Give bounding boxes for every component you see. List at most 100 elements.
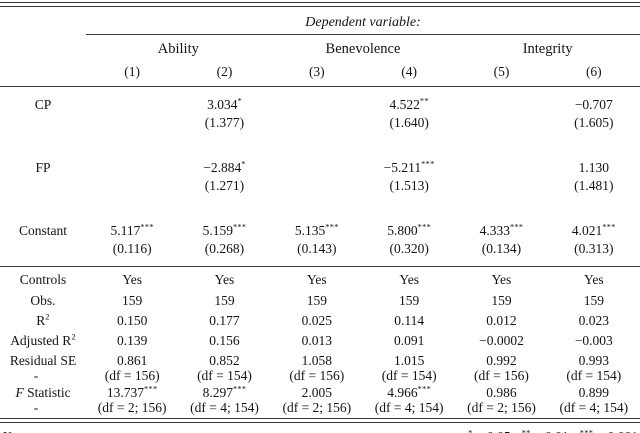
residual-se-value: 0.992: [486, 352, 517, 368]
coef-value: −5.211: [383, 160, 422, 176]
f-value: 4.966***: [363, 385, 455, 400]
coef-value-cell: [455, 87, 547, 114]
coef-value-cell: [271, 150, 363, 176]
empty-cell: [0, 35, 86, 60]
stat-value-cell: 8.297*** (df = 4; 154): [178, 383, 270, 415]
stat-value-cell: 159: [491, 292, 512, 308]
coef-se-cell: [271, 114, 363, 133]
significance-text: p<0.05;: [473, 429, 515, 433]
row-label-cp: CP: [34, 97, 52, 113]
se-row-fp: (1.271) (1.513) (1.481): [0, 177, 640, 196]
f-value: 13.737***: [86, 385, 178, 400]
f-df: (df = 2; 156): [282, 400, 352, 416]
significance-stars: *: [241, 159, 246, 169]
residual-se-dash: -: [33, 368, 39, 384]
coef-value: 5.159: [202, 223, 233, 239]
row-label-fp: FP: [35, 160, 51, 176]
f-number: 0.899: [578, 385, 609, 401]
stat-value-cell: Yes: [122, 272, 142, 288]
note-row: Note: *p<0.05; **p<0.01; ***p<0.001: [0, 423, 640, 433]
model-number: (1): [86, 59, 179, 88]
stat-value-cell: Yes: [399, 272, 419, 288]
f-value: 2.005: [271, 385, 363, 400]
stat-value-cell: 0.012: [486, 312, 517, 328]
coef-value-cell: −2.884*: [178, 150, 270, 176]
significance-stars: ***: [602, 222, 616, 232]
dependent-variable-row: Dependent variable:: [0, 7, 640, 36]
spacer-row: [0, 133, 640, 150]
coef-se-cell: (0.134): [455, 239, 548, 268]
coef-se-cell: (1.271): [204, 177, 245, 193]
residual-se-df: (df = 156): [289, 368, 345, 384]
se-row-cp: (1.377) (1.640) (1.605): [0, 114, 640, 133]
model-number: (3): [270, 59, 363, 88]
stat-value-cell: 13.737*** (df = 2; 156): [86, 383, 178, 415]
coef-value-cell: −0.707: [548, 87, 640, 114]
residual-se-df: (df = 154): [566, 368, 622, 384]
empty-cell: [0, 239, 86, 268]
model-number: (6): [547, 59, 640, 88]
row-label-controls: Controls: [19, 272, 67, 288]
f-value: 8.297***: [178, 385, 270, 400]
stat-value-cell: 1.015 (df = 154): [363, 351, 455, 383]
coef-value-cell: [86, 87, 178, 114]
coef-value-cell: 4.021***: [548, 213, 640, 239]
stat-row-f-statistic: F Statistic - 13.737*** (df = 2; 156) 8.2…: [0, 383, 640, 415]
stat-value-cell: 0.114: [394, 312, 425, 328]
stat-value-cell: 0.899 (df = 4; 154): [548, 383, 640, 415]
coef-value: 5.117: [110, 223, 141, 239]
stat-value-cell: 159: [214, 292, 235, 308]
row-label-adjusted-r2: Adjusted R2: [0, 330, 86, 350]
dependent-variable-label: Dependent variable:: [86, 7, 640, 36]
coef-value-cell: [86, 150, 178, 176]
stat-value-cell: 1.058 (df = 156): [271, 351, 363, 383]
stat-value-cell: 0.150: [116, 312, 148, 328]
residual-se-value: 1.015: [393, 352, 425, 368]
stat-value-cell: 4.966*** (df = 4; 154): [363, 383, 455, 415]
coef-value-cell: 4.522**: [363, 87, 455, 114]
f-df: (df = 2; 156): [467, 400, 536, 416]
residual-se-value: 1.058: [301, 352, 332, 368]
significance-stars: *: [237, 96, 242, 106]
significance-stars: ***: [140, 222, 154, 232]
empty-cell: [0, 59, 86, 88]
model-number-row: (1) (2) (3) (4) (5) (6): [0, 59, 640, 88]
coef-se-cell: (0.313): [547, 239, 640, 268]
coef-value-cell: 3.034*: [178, 87, 270, 114]
coef-value: 1.130: [578, 160, 609, 176]
model-number: (2): [178, 59, 271, 88]
stat-value-cell: −0.003: [574, 333, 613, 349]
stat-value-cell: Yes: [306, 272, 327, 288]
f-number: 0.986: [486, 385, 517, 401]
coef-value: 4.522: [389, 97, 420, 113]
stat-row-r2: R2 0.150 0.177 0.025 0.114 0.012 0.023: [0, 310, 640, 330]
coef-value-cell: 4.333***: [455, 213, 547, 239]
significance-text: p<0.01;: [531, 429, 573, 433]
coef-value: −2.884: [203, 160, 242, 176]
f-statistic-dash: -: [33, 400, 39, 416]
stat-value-cell: Yes: [583, 272, 604, 288]
stat-value-cell: −0.0002: [479, 333, 524, 349]
coef-value-cell: 5.159***: [178, 213, 270, 239]
stat-row-residual-se: Residual SE - 0.861 (df = 156) 0.852 (df =…: [0, 351, 640, 383]
coef-value: 5.135: [294, 223, 326, 239]
coef-value-cell: 5.800***: [363, 213, 455, 239]
stat-value-cell: Yes: [214, 272, 235, 288]
stat-value-cell: 0.177: [209, 312, 240, 328]
significance-stars: ***: [509, 222, 524, 232]
group-header-benevolence: Benevolence: [325, 41, 401, 58]
group-header-row: Ability Benevolence Integrity: [0, 35, 640, 60]
empty-cell: [0, 114, 86, 133]
r2-label: R: [36, 312, 46, 328]
f-statistic-label: F Statistic: [0, 385, 86, 400]
coef-value-cell: 1.130: [548, 150, 640, 176]
significance-stars: ***: [325, 222, 339, 232]
stat-value-cell: 0.091: [393, 333, 425, 349]
significance-text: p<0.001: [593, 429, 638, 433]
residual-se-df: (df = 156): [104, 368, 160, 384]
significance-stars: ***: [580, 429, 593, 433]
coef-value: 4.021: [571, 223, 603, 239]
row-label-residual-se: Residual SE -: [0, 351, 86, 383]
residual-se-value: 0.852: [209, 352, 240, 368]
significance-stars: **: [419, 96, 429, 106]
